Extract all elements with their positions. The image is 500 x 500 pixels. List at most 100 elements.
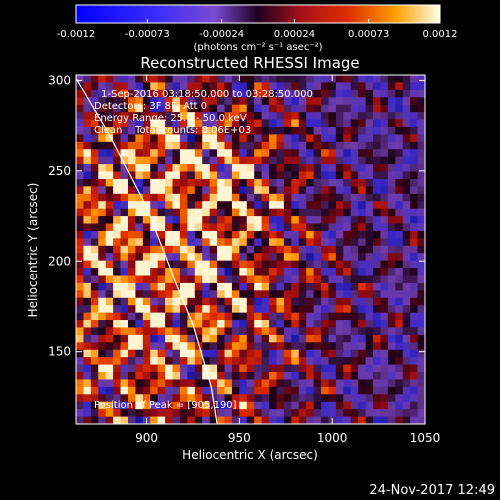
heatmap-cell xyxy=(113,386,121,395)
heatmap-cell xyxy=(187,349,196,358)
heatmap-cell xyxy=(283,312,292,321)
heatmap-cell xyxy=(98,372,107,380)
heatmap-cell xyxy=(165,82,173,91)
heatmap-cell xyxy=(313,409,322,417)
heatmap-cell xyxy=(217,126,225,135)
heatmap-cell xyxy=(410,171,418,180)
heatmap-cell xyxy=(194,186,203,195)
heatmap-cell xyxy=(135,275,144,284)
heatmap-cell xyxy=(120,416,129,424)
heatmap-cell xyxy=(135,245,144,254)
heatmap-cell xyxy=(83,223,92,232)
heatmap-cell xyxy=(194,238,203,247)
heatmap-cell xyxy=(328,320,337,328)
heatmap-cell xyxy=(127,164,136,172)
heatmap-cell xyxy=(298,260,307,269)
heatmap-cell xyxy=(224,357,233,365)
heatmap-cell xyxy=(328,171,337,180)
heatmap-cell xyxy=(224,97,233,106)
heatmap-cell xyxy=(321,193,329,202)
heatmap-cell xyxy=(239,364,248,373)
heatmap-cell xyxy=(306,149,315,158)
heatmap-cell xyxy=(179,409,188,417)
heatmap-cell xyxy=(120,223,129,232)
heatmap-cell xyxy=(283,379,292,388)
heatmap-cell xyxy=(321,401,329,410)
heatmap-cell xyxy=(246,401,255,410)
heatmap-cell xyxy=(335,141,344,150)
heatmap-cell xyxy=(283,268,292,276)
heatmap-cell xyxy=(76,275,84,284)
heatmap-cell xyxy=(217,275,225,284)
heatmap-cell xyxy=(350,342,359,351)
heatmap-cell xyxy=(120,260,129,269)
heatmap-cell xyxy=(350,409,359,417)
heatmap-cell xyxy=(179,275,188,284)
heatmap-cell xyxy=(276,342,285,351)
heatmap-cell xyxy=(150,312,159,321)
heatmap-cell xyxy=(298,82,307,91)
heatmap-cell xyxy=(410,275,418,284)
heatmap-cell xyxy=(239,164,248,172)
heatmap-cell xyxy=(90,372,99,380)
heatmap-cell xyxy=(373,349,381,358)
heatmap-cell xyxy=(90,164,99,172)
heatmap-cell xyxy=(291,364,300,373)
heatmap-cell xyxy=(76,223,84,232)
heatmap-cell xyxy=(283,208,292,217)
heatmap-cell xyxy=(127,186,136,195)
heatmap-cell xyxy=(135,97,144,106)
heatmap-cell xyxy=(246,320,255,328)
heatmap-cell xyxy=(172,164,181,172)
heatmap-cell xyxy=(269,89,277,98)
heatmap-cell xyxy=(343,268,352,276)
heatmap-cell xyxy=(365,342,374,351)
heatmap-cell xyxy=(105,156,114,165)
heatmap-cell xyxy=(127,297,136,306)
heatmap-cell xyxy=(358,327,366,336)
heatmap-cell xyxy=(269,409,277,417)
heatmap-cell xyxy=(127,260,136,269)
heatmap-cell xyxy=(313,97,322,106)
heatmap-cell xyxy=(231,342,240,351)
heatmap-cell xyxy=(135,297,144,306)
heatmap-cell xyxy=(231,104,240,113)
heatmap-cell xyxy=(321,268,329,276)
heatmap-cell xyxy=(283,156,292,165)
heatmap-cell xyxy=(365,149,374,158)
heatmap-cell xyxy=(120,349,129,358)
heatmap-cell xyxy=(83,290,92,299)
heatmap-cell xyxy=(328,112,337,120)
heatmap-cell xyxy=(172,201,181,210)
heatmap-cell xyxy=(328,82,337,91)
heatmap-cell xyxy=(298,89,307,98)
heatmap-cell xyxy=(269,230,277,239)
heatmap-cell xyxy=(343,119,352,128)
heatmap-cell xyxy=(120,208,129,217)
heatmap-cell xyxy=(410,104,418,113)
heatmap-cell xyxy=(291,320,300,328)
heatmap-cell xyxy=(335,89,344,98)
heatmap-cell xyxy=(298,178,307,187)
annotation-energy: Energy Range: 25.0 - 50.0 keV xyxy=(94,113,247,124)
heatmap-cell xyxy=(365,327,374,336)
heatmap-cell xyxy=(417,416,425,424)
heatmap-cell xyxy=(365,201,374,210)
heatmap-cell xyxy=(120,193,129,202)
heatmap-cell xyxy=(283,134,292,143)
heatmap-cell xyxy=(90,268,99,276)
heatmap-cell xyxy=(127,216,136,224)
heatmap-cell xyxy=(417,260,425,269)
heatmap-cell xyxy=(209,119,218,128)
heatmap-cell xyxy=(276,409,285,417)
heatmap-cell xyxy=(328,275,337,284)
heatmap-cell xyxy=(231,372,240,380)
heatmap-cell xyxy=(120,364,129,373)
heatmap-cell xyxy=(157,223,166,232)
heatmap-cell xyxy=(105,416,114,424)
heatmap-cell xyxy=(76,327,84,336)
heatmap-cell xyxy=(335,364,344,373)
heatmap-cell xyxy=(365,223,374,232)
heatmap-cell xyxy=(113,372,121,380)
heatmap-cell xyxy=(298,119,307,128)
